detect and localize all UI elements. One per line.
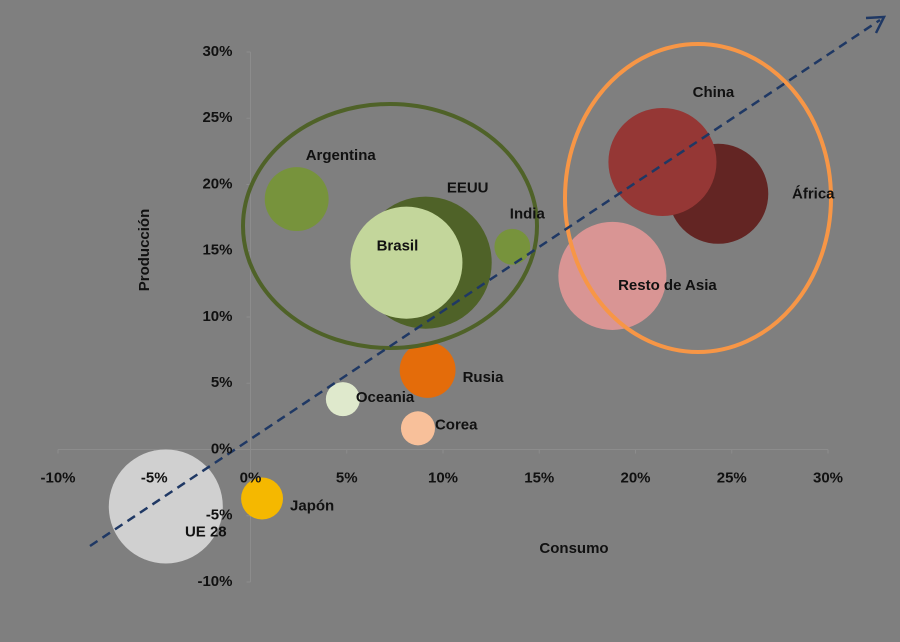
bubble [400, 411, 436, 446]
bubble [241, 477, 284, 520]
bubble [494, 228, 531, 265]
group-ellipse [563, 42, 833, 354]
x-tick-label: -5% [141, 469, 168, 486]
bubble [350, 206, 463, 319]
bubble [558, 221, 667, 330]
bubble-label: Corea [435, 416, 478, 433]
arrow-head [865, 15, 887, 34]
y-tick-label: 20% [202, 175, 232, 192]
x-tick-label: -10% [40, 469, 75, 486]
bubble-label: Argentina [306, 147, 377, 164]
bubble-label: África [792, 186, 835, 203]
bubble-label: Resto de Asia [618, 277, 717, 294]
bubble-label: EEUU [447, 180, 489, 197]
x-tick-label: 20% [620, 469, 650, 486]
trend-arrow [89, 18, 881, 548]
bubble-label: China [693, 84, 735, 101]
bubble [325, 382, 360, 417]
x-tick-label: 0% [240, 469, 262, 486]
bubble [608, 107, 717, 217]
x-tick-label: 25% [717, 469, 747, 486]
x-tick-label: 15% [524, 469, 554, 486]
y-tick-label: 30% [202, 43, 232, 60]
bubble-label: Japón [290, 497, 334, 514]
bubble-label: UE 28 [185, 523, 227, 540]
y-tick-label: 25% [202, 109, 232, 126]
y-tick-label: 5% [211, 374, 233, 391]
x-tick-label: 10% [428, 469, 458, 486]
y-tick-label: 10% [202, 308, 232, 325]
y-tick-label: 0% [211, 440, 233, 457]
bubble-label: Brasil [377, 238, 419, 255]
bubble-label: India [510, 206, 546, 223]
x-axis-label: Consumo [539, 540, 608, 557]
bubble-label: Oceania [356, 389, 415, 406]
bubble [264, 167, 329, 232]
y-tick-label: -10% [197, 573, 232, 590]
y-tick-label: 15% [202, 242, 232, 259]
bubble [399, 342, 456, 398]
labels: UE 28 Japón Corea Oceania Rusia Argentina EEUU… [40, 43, 843, 590]
y-tick-label: -5% [206, 507, 233, 524]
x-tick-label: 30% [813, 469, 843, 486]
bubble-label: Rusia [463, 369, 505, 386]
bubbles [108, 107, 769, 564]
y-axis-label: Producción [136, 209, 153, 292]
x-tick-label: 5% [336, 469, 358, 486]
group-ellipse [241, 102, 539, 350]
